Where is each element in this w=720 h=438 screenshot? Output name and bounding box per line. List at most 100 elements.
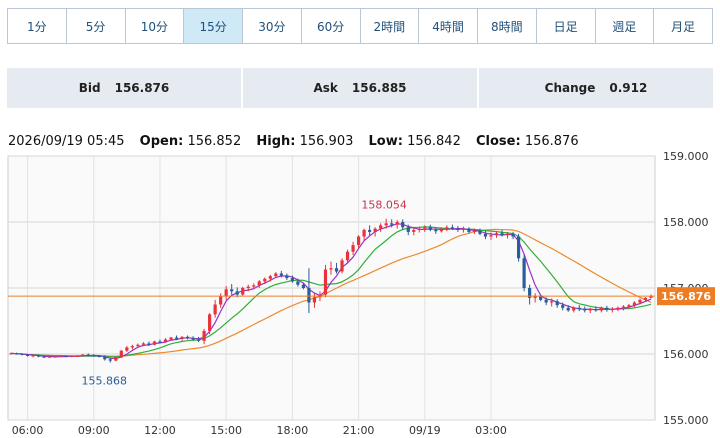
- x-tick-label: 15:00: [210, 424, 242, 437]
- high-value: 156.903: [299, 134, 354, 149]
- tab-4h[interactable]: 4時間: [419, 9, 478, 43]
- candle-body: [632, 302, 637, 306]
- candle-body: [483, 233, 488, 237]
- candle-body: [489, 235, 493, 237]
- open-label: Open:: [139, 134, 184, 149]
- candle-body: [246, 286, 250, 288]
- candle-body: [544, 299, 548, 303]
- candle-body: [478, 230, 482, 234]
- ma-short-line: [10, 223, 652, 360]
- candle-body: [64, 355, 68, 357]
- close-label: Close:: [476, 134, 521, 149]
- change-box: Change 0.912: [479, 68, 713, 108]
- x-tick-label: 09/19: [409, 424, 441, 437]
- ask-value: 156.885: [351, 81, 407, 95]
- candle-body: [329, 268, 333, 270]
- candle-body: [550, 301, 554, 303]
- candle-body: [323, 269, 328, 295]
- x-tick-label: 09:00: [78, 424, 110, 437]
- candle-body: [125, 347, 129, 351]
- candle-body: [158, 341, 162, 343]
- high-label: High:: [256, 134, 296, 149]
- candle-body: [500, 233, 504, 236]
- tab-daily[interactable]: 日足: [537, 9, 596, 43]
- candle-body: [533, 295, 537, 298]
- candle-body: [528, 288, 532, 298]
- open-value: 156.852: [187, 134, 242, 149]
- tab-monthly[interactable]: 月足: [671, 19, 696, 34]
- timeframe-tabs: 1分 5分 10分 15分 30分 60分 2時間 4時間 8時間 日足 週足 …: [7, 8, 713, 44]
- candle-body: [114, 357, 118, 361]
- candle-body: [48, 356, 52, 358]
- bid-value: 156.876: [114, 81, 170, 95]
- candle-body: [406, 227, 410, 232]
- candle-body: [14, 353, 19, 355]
- candle-body: [147, 343, 151, 345]
- change-value: 0.912: [609, 81, 648, 95]
- candle-body: [505, 233, 510, 236]
- candle-body: [351, 245, 355, 252]
- candle-body: [191, 338, 195, 340]
- candle-body: [92, 355, 96, 357]
- candle-body: [9, 353, 13, 355]
- candle-body: [643, 297, 648, 300]
- candle-body: [594, 309, 598, 311]
- candle-body: [42, 356, 46, 358]
- candle-body: [25, 354, 30, 356]
- tab-5m[interactable]: 5分: [67, 9, 126, 43]
- change-label: Change: [544, 81, 596, 95]
- candle-body: [312, 297, 317, 303]
- candle-body: [252, 285, 256, 287]
- candle-body: [439, 228, 443, 232]
- candle-body: [301, 284, 306, 288]
- candle-body: [285, 275, 289, 279]
- candle-body: [423, 227, 427, 229]
- tab-60m[interactable]: 60分: [302, 9, 361, 43]
- candle-body: [180, 336, 184, 339]
- ma-mid-line: [10, 226, 652, 358]
- candle-body: [257, 281, 261, 286]
- candle-body: [185, 336, 190, 339]
- low-label: Low:: [368, 134, 403, 149]
- candle-body: [356, 236, 361, 246]
- candle-body: [616, 307, 620, 310]
- tab-30m[interactable]: 30分: [243, 9, 302, 43]
- candle-body: [70, 355, 74, 357]
- candle-body: [494, 233, 499, 236]
- candle-body: [86, 354, 90, 356]
- candle-body: [561, 305, 565, 308]
- candle-body: [345, 251, 350, 261]
- tab-15m[interactable]: 15分: [184, 9, 243, 43]
- ask-box: Ask 156.885: [243, 68, 477, 108]
- y-tick-label: 156.000: [663, 348, 709, 361]
- candle-body: [235, 291, 239, 295]
- candle-body: [522, 258, 526, 288]
- candle-body: [649, 296, 653, 298]
- y-tick-label: 158.000: [663, 216, 709, 229]
- candle-body: [577, 307, 581, 310]
- price-chart[interactable]: 155.000156.000157.000158.000159.00006:00…: [0, 150, 720, 438]
- candle-body: [196, 339, 201, 341]
- low-value: 156.842: [407, 134, 461, 149]
- candle-body: [97, 355, 101, 357]
- candle-body: [340, 260, 344, 272]
- bid-box: Bid 156.876: [7, 68, 241, 108]
- tab-weekly[interactable]: 週足: [596, 9, 655, 43]
- candle-body: [461, 228, 466, 230]
- candle-body: [53, 356, 57, 358]
- tab-2h[interactable]: 2時間: [361, 9, 420, 43]
- tab-8h[interactable]: 8時間: [478, 9, 537, 43]
- x-tick-label: 21:00: [343, 424, 375, 437]
- x-tick-label: 12:00: [144, 424, 176, 437]
- candle-body: [621, 306, 626, 308]
- candle-body: [384, 223, 388, 226]
- candle-body: [362, 229, 366, 237]
- x-tick-label: 03:00: [475, 424, 507, 437]
- tab-1m[interactable]: 1分: [8, 9, 67, 43]
- candle-body: [566, 307, 570, 311]
- candle-body: [36, 355, 41, 357]
- current-price-label: 156.876: [661, 290, 711, 303]
- tab-10m[interactable]: 10分: [126, 9, 185, 43]
- candle-body: [539, 295, 543, 300]
- candle-body: [81, 354, 85, 356]
